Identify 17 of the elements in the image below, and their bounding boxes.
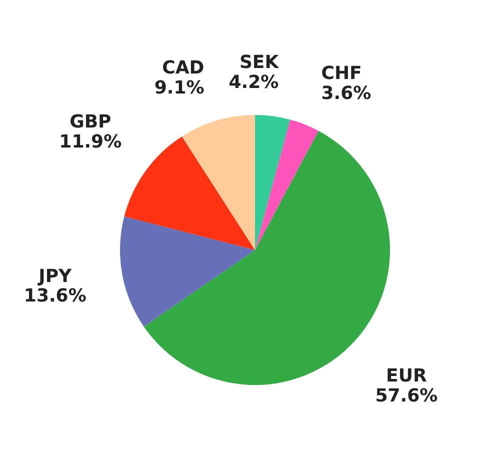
data-label: 11.9% [59, 131, 122, 152]
slice-label: CAD [162, 58, 204, 79]
pie-slice [120, 216, 255, 327]
slice-label: CHF [321, 63, 362, 84]
data-label: 4.2% [228, 72, 279, 93]
data-label: 13.6% [24, 286, 86, 307]
slice-label: SEK [239, 52, 280, 73]
data-label: 57.6% [375, 385, 438, 406]
slice-label: EUR [386, 366, 427, 387]
pie-slice [182, 115, 255, 250]
slice-label: GBP [70, 112, 112, 133]
data-label: 9.1% [154, 78, 204, 99]
pie-slice [255, 115, 290, 250]
pie-slice [255, 120, 319, 250]
data-label: 3.6% [321, 82, 372, 104]
pie-slice [124, 136, 255, 250]
slice-label: JPY [36, 266, 73, 287]
